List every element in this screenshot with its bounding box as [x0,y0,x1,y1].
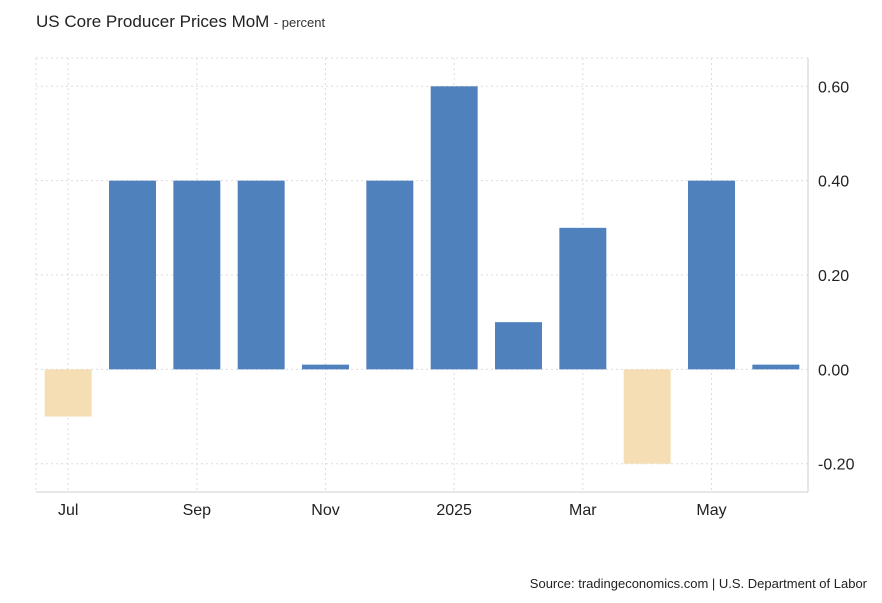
bar-apr-2025 [688,180,735,370]
bar-oct-2024 [302,364,349,370]
y-tick-label: 0.20 [818,268,849,285]
bar-feb-2025 [559,227,607,370]
chart-title-unit: - percent [273,15,326,30]
bar-mar-2025 [623,369,671,464]
x-tick-label: Mar [569,502,597,519]
source-note: Source: tradingeconomics.com | U.S. Depa… [529,576,867,591]
chart-title-main: US Core Producer Prices MoM [36,12,270,31]
y-tick-label: 0.40 [818,174,849,191]
x-tick-label: Nov [311,502,339,519]
bar-dec-2024 [430,86,478,370]
x-tick-label: Jul [58,502,78,519]
bar-nov-2024 [366,180,414,370]
chart-title: US Core Producer Prices MoM - percent [36,12,325,32]
x-tick-label: May [696,502,726,519]
bar-may-2025 [752,364,800,370]
y-tick-label: 0.60 [818,79,849,96]
x-tick-label: 2025 [436,502,472,519]
x-tick-label: Sep [183,502,212,519]
y-tick-label: 0.00 [818,362,849,379]
bar-sep-2024 [237,180,285,370]
bar-jul-2024 [109,180,156,370]
y-tick-label: -0.20 [818,457,855,474]
bar-jan-2025 [495,322,542,370]
bar-jun-2024 [44,369,92,417]
bar-aug-2024 [173,180,221,370]
